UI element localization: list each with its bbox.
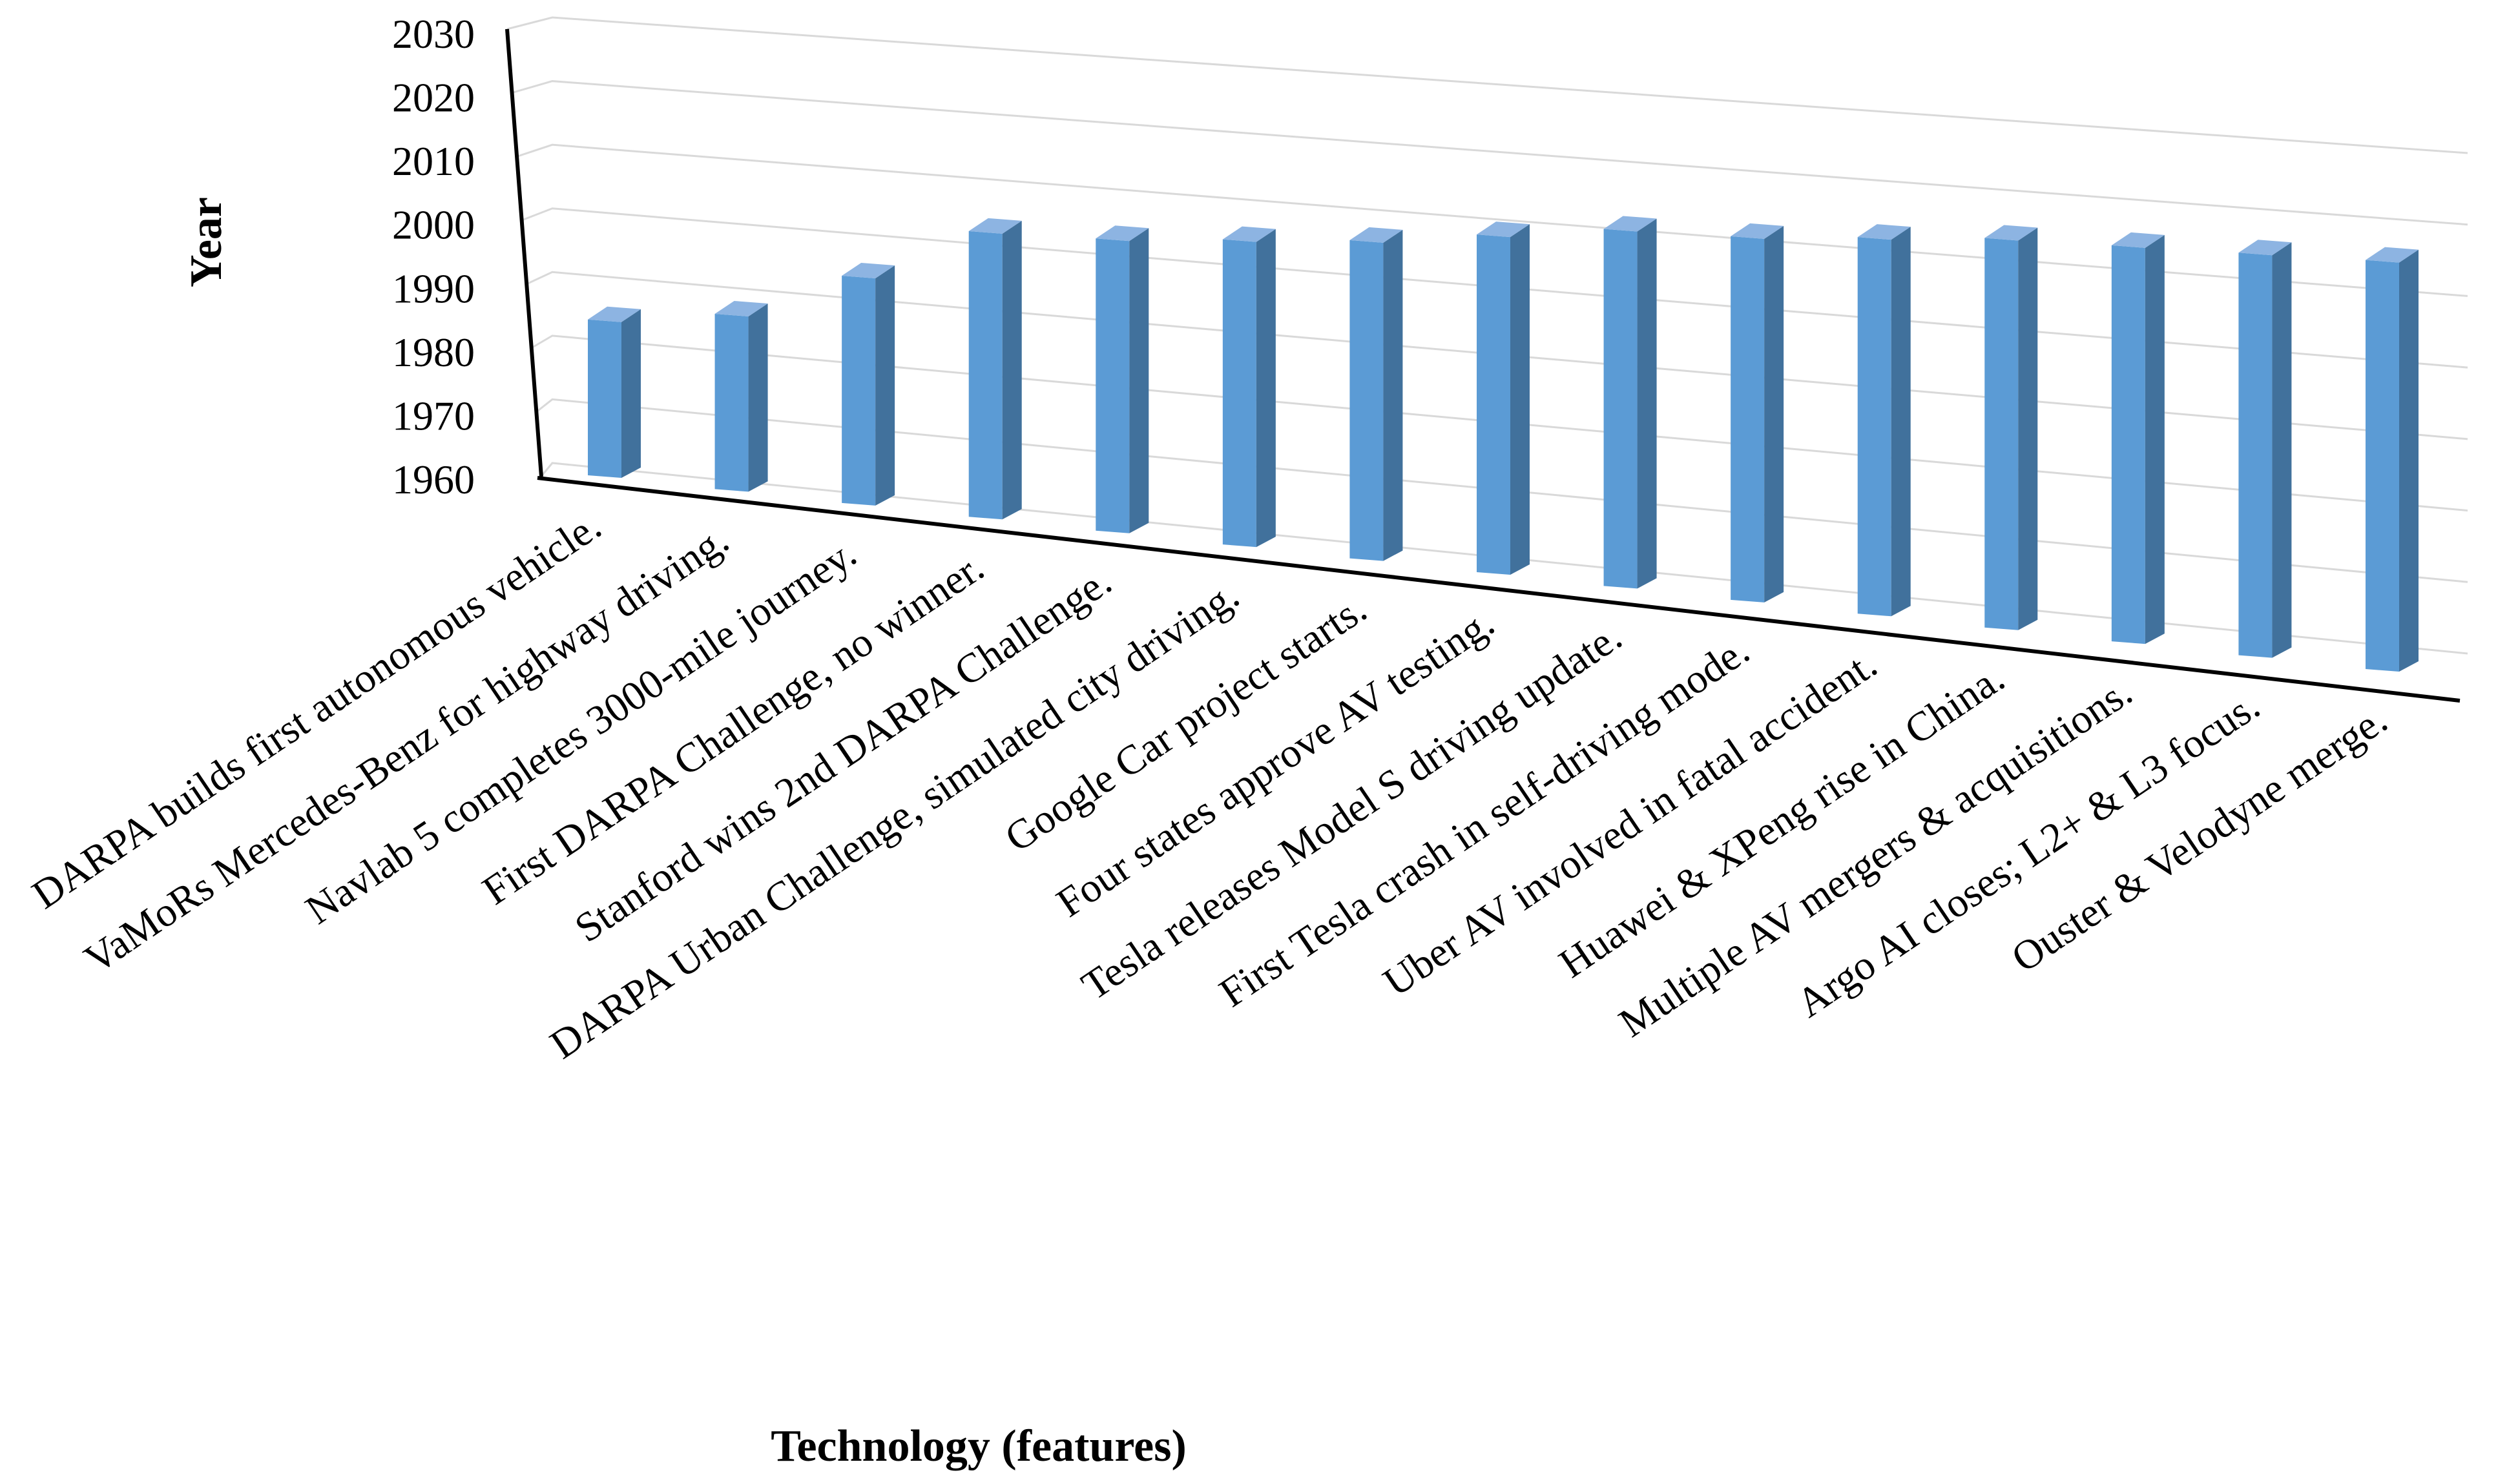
bar-front xyxy=(1603,229,1638,589)
bar-top xyxy=(1222,226,1276,242)
bar-top xyxy=(2238,240,2292,256)
bar xyxy=(2238,240,2292,658)
bar-front xyxy=(1857,237,1891,617)
bar-front xyxy=(1984,238,2019,630)
bar xyxy=(714,300,768,492)
y-tick-label: 2010 xyxy=(392,138,475,184)
bar-top xyxy=(842,262,895,278)
bar-top xyxy=(1477,222,1530,238)
y-tick-label: 2020 xyxy=(392,75,475,121)
bar-top xyxy=(1984,225,2038,241)
bar-top xyxy=(1857,224,1911,240)
bar xyxy=(1349,227,1403,561)
x-axis-title: Technology (features) xyxy=(771,1421,1187,1471)
gridline xyxy=(517,143,2468,297)
bar-side xyxy=(748,303,768,492)
bar-front xyxy=(2366,260,2399,672)
y-tick-label: 1970 xyxy=(392,393,475,438)
bar xyxy=(2111,232,2165,644)
bar-side xyxy=(1002,220,1022,520)
category-label: Stanford wins 2nd DARPA Challenge. xyxy=(567,557,1119,951)
bar-front xyxy=(1349,240,1384,561)
bar-top xyxy=(1603,216,1657,232)
y-tick-labels: 1960 1970 1980 1990 2000 2010 2020 2030 xyxy=(392,11,475,502)
bar-side xyxy=(1764,225,1784,603)
bar xyxy=(968,218,1022,520)
y-tick-label: 1990 xyxy=(392,265,475,311)
bar-top xyxy=(1096,225,1149,242)
bar-side xyxy=(2145,234,2165,644)
bar-side xyxy=(2272,242,2292,658)
bar-side xyxy=(1383,229,1403,561)
category-label: Tesla releases Model S driving update. xyxy=(1074,613,1630,1009)
bar-front xyxy=(1222,239,1256,548)
bar-front xyxy=(588,319,621,478)
bar-front xyxy=(1096,238,1130,533)
bar xyxy=(1984,225,2038,630)
bar xyxy=(1603,216,1657,589)
bar xyxy=(1731,223,1784,603)
bar-side xyxy=(1510,224,1530,575)
axes xyxy=(505,28,2461,703)
bar-front xyxy=(1731,236,1765,603)
gridline xyxy=(532,335,2468,512)
bar xyxy=(1857,224,1911,617)
bar xyxy=(588,306,641,478)
category-label: First Tesla crash in self-driving mode. xyxy=(1211,627,1757,1016)
bar-front xyxy=(1477,234,1510,575)
y-tick-label: 2000 xyxy=(392,202,475,248)
bar-front xyxy=(968,231,1003,520)
bar-top xyxy=(2111,232,2165,248)
bar-side xyxy=(1891,227,1911,617)
gridline xyxy=(506,16,2468,154)
bar-side xyxy=(1256,229,1276,548)
bar-top xyxy=(968,218,1022,234)
bar-side xyxy=(875,265,895,506)
gridlines xyxy=(506,16,2468,655)
bar-top xyxy=(1731,223,1784,239)
category-labels: DARPA builds first autonomous vehicle.Va… xyxy=(24,502,2395,1067)
y-axis-title: Year xyxy=(182,197,231,287)
bar-side xyxy=(621,309,641,478)
gridline xyxy=(537,398,2468,583)
bar-top xyxy=(2366,247,2419,263)
gridline xyxy=(526,271,2468,440)
bar-top xyxy=(1349,227,1403,243)
bars xyxy=(588,216,2419,672)
x-axis-line xyxy=(537,476,2461,703)
gridline xyxy=(522,207,2468,369)
y-tick-label: 1980 xyxy=(392,329,475,375)
bar xyxy=(1222,226,1276,548)
bar-side xyxy=(1129,228,1149,533)
bar-front xyxy=(842,275,876,506)
bar-top xyxy=(588,306,641,322)
bar-front xyxy=(2111,245,2145,644)
bar-side xyxy=(2399,249,2419,672)
y-tick-label: 1960 xyxy=(392,457,475,502)
bar xyxy=(2366,247,2419,672)
bar-front xyxy=(714,313,749,492)
bar-front xyxy=(2238,252,2273,658)
gridline xyxy=(512,80,2468,226)
bar-side xyxy=(2018,227,2038,630)
bar xyxy=(1477,222,1530,575)
bar xyxy=(1096,225,1149,533)
y-tick-label: 2030 xyxy=(392,11,475,57)
y-axis-line xyxy=(505,28,543,477)
bar xyxy=(842,262,895,506)
bar-top xyxy=(714,300,768,316)
gridline xyxy=(541,462,2468,655)
bar-side xyxy=(1637,218,1657,589)
